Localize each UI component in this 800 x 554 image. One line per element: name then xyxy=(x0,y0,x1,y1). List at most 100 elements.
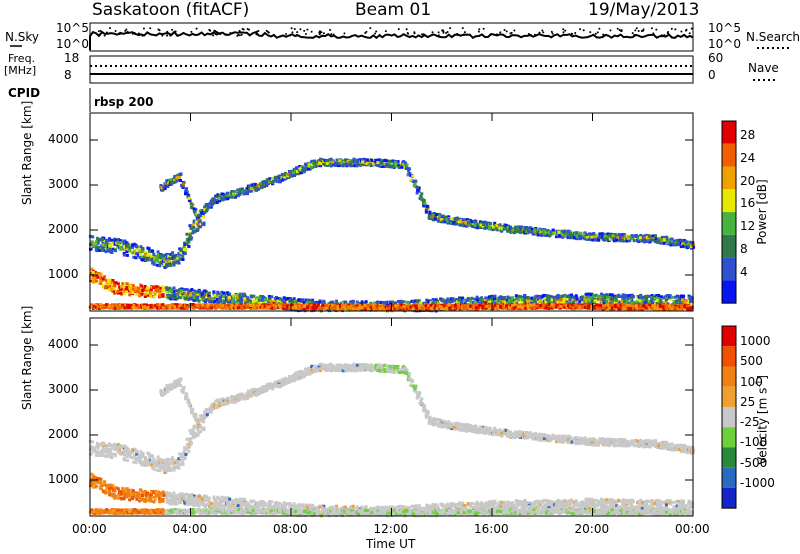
power-cell xyxy=(181,254,185,258)
power-cell xyxy=(614,296,618,300)
power-cell xyxy=(506,227,510,231)
power-cell xyxy=(179,251,183,255)
power-cell xyxy=(185,242,189,246)
power-cell xyxy=(90,240,94,244)
power-cell xyxy=(651,238,655,242)
power-cell xyxy=(425,298,429,302)
power-cell xyxy=(366,158,370,162)
power-cell xyxy=(490,296,494,300)
power-cell xyxy=(158,305,162,309)
power-cell xyxy=(176,256,180,260)
power-cell xyxy=(355,160,359,164)
power-cell xyxy=(238,292,242,296)
power-cell xyxy=(667,238,671,242)
power-cell xyxy=(179,306,183,310)
power-cell xyxy=(198,225,202,229)
power-cell xyxy=(620,300,624,304)
power-cell xyxy=(557,234,561,238)
power-cell xyxy=(594,234,598,238)
power-cell xyxy=(575,297,579,301)
power-cell xyxy=(684,299,688,303)
power-cell xyxy=(187,198,191,202)
power-cell xyxy=(352,162,356,166)
power-cell xyxy=(111,278,115,282)
power-cell xyxy=(181,248,185,252)
power-cell xyxy=(187,244,191,248)
power-cell xyxy=(297,301,301,305)
power-cell xyxy=(548,294,552,298)
power-cell xyxy=(677,299,681,303)
power-cell xyxy=(203,289,207,293)
power-cell xyxy=(234,192,238,196)
power-cell xyxy=(353,164,357,168)
power-cell xyxy=(96,275,100,279)
power-cell xyxy=(90,267,94,271)
power-cell xyxy=(481,224,485,228)
power-cell xyxy=(100,238,104,242)
power-cell xyxy=(507,299,511,303)
power-cell xyxy=(119,285,123,289)
power-cell xyxy=(665,237,669,241)
power-cell xyxy=(167,180,171,184)
power-cell xyxy=(548,234,552,238)
power-cell xyxy=(119,306,123,310)
power-cell xyxy=(677,243,681,247)
power-cell xyxy=(174,289,178,293)
power-cell xyxy=(149,291,153,295)
power-cell xyxy=(640,302,644,306)
power-cell xyxy=(468,304,472,308)
power-cell xyxy=(397,299,401,303)
power-cell xyxy=(456,219,460,223)
power-cell xyxy=(404,161,408,165)
power-cell xyxy=(173,290,177,294)
power-cell xyxy=(481,306,485,310)
power-cell xyxy=(122,284,126,288)
power-cell xyxy=(380,161,384,165)
power-cell xyxy=(543,298,547,302)
power-cell xyxy=(305,300,309,304)
power-cell xyxy=(230,190,234,194)
power-cell xyxy=(192,207,196,211)
power-cell xyxy=(224,193,228,197)
power-cell xyxy=(378,304,382,308)
power-cell xyxy=(399,163,403,167)
power-cell xyxy=(464,220,468,224)
power-cell xyxy=(304,162,308,166)
power-cell xyxy=(547,301,551,305)
power-cell xyxy=(503,295,507,299)
power-cell xyxy=(134,245,138,249)
power-cell xyxy=(105,281,109,285)
power-cell xyxy=(198,303,202,307)
power-cell xyxy=(298,167,302,171)
power-cell xyxy=(189,226,193,230)
power-cell xyxy=(108,248,112,252)
power-cell xyxy=(312,307,316,311)
power-cell xyxy=(332,162,336,166)
power-cell xyxy=(319,164,323,168)
power-cell xyxy=(347,306,351,310)
power-cell xyxy=(325,161,329,165)
power-cell xyxy=(562,300,566,304)
power-cell xyxy=(130,245,134,249)
power-cell xyxy=(110,241,114,245)
power-cell xyxy=(177,253,181,257)
power-cell xyxy=(569,231,573,235)
power-cell xyxy=(438,305,442,309)
power-cell xyxy=(415,191,419,195)
power-cell xyxy=(310,160,314,164)
power-cell xyxy=(98,272,102,276)
power-cell xyxy=(431,299,435,303)
power-cell xyxy=(251,300,255,304)
power-cell xyxy=(593,302,597,306)
power-cell xyxy=(219,299,223,303)
power-cell xyxy=(108,284,112,288)
power-cell xyxy=(146,291,150,295)
power-cell xyxy=(455,300,459,304)
power-cell xyxy=(498,227,502,231)
power-cell xyxy=(692,245,696,249)
power-cell xyxy=(418,306,422,310)
power-cell xyxy=(96,241,100,245)
power-cell xyxy=(259,296,263,300)
power-cell xyxy=(363,304,367,308)
power-cell xyxy=(265,304,269,308)
